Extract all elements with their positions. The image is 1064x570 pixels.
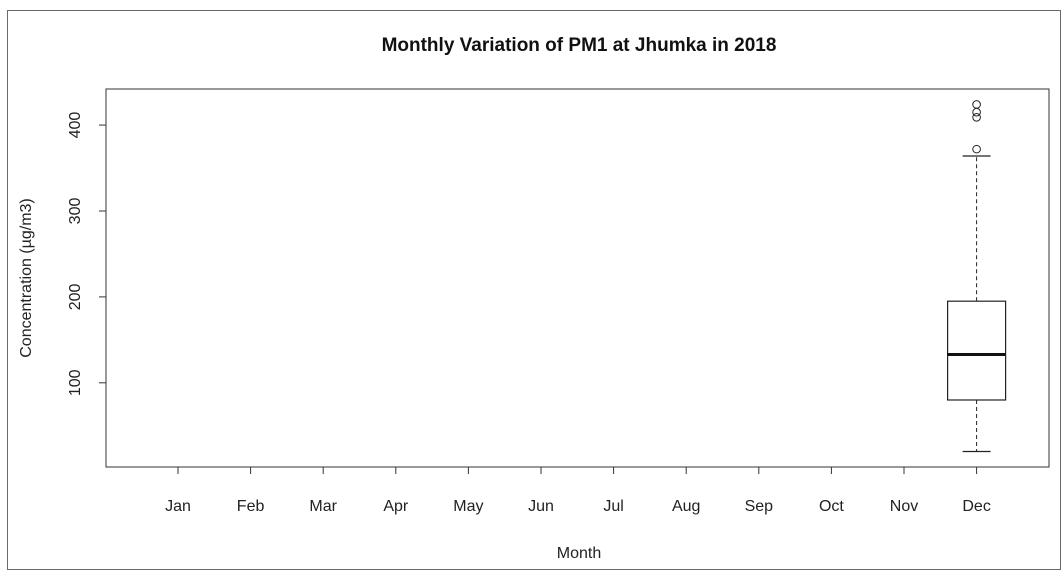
x-tick-label: Jan [165, 498, 191, 515]
y-tick-label: 200 [67, 283, 84, 310]
y-axis: 100 200 300 400 [67, 112, 106, 396]
y-tick-label: 300 [67, 198, 84, 225]
x-tick-label: Sep [745, 498, 774, 515]
outlier-point [972, 100, 981, 109]
x-tick-label: Mar [309, 498, 337, 515]
x-tick-label: Feb [237, 498, 265, 515]
box-dec [946, 100, 1007, 453]
x-tick-label: Nov [890, 498, 918, 515]
chart-title: Monthly Variation of PM1 at Jhumka in 20… [382, 35, 777, 56]
outlier-point [972, 107, 981, 117]
x-axis: Jan Feb Mar Apr May Jun Jul Aug Sep Oct Nov Dec [165, 467, 991, 515]
x-axis-label: Month [557, 545, 601, 562]
x-tick-label: Dec [962, 498, 990, 515]
figure-frame [7, 10, 1061, 570]
x-tick-label: Oct [819, 498, 844, 515]
x-tick-label: Aug [672, 498, 700, 515]
x-tick-label: Jul [603, 498, 623, 515]
outlier-point [972, 113, 981, 122]
x-tick-label: May [453, 498, 483, 515]
boxes [946, 100, 1007, 453]
x-tick-label: Apr [383, 498, 409, 515]
y-tick-label: 400 [67, 112, 84, 139]
x-tick-label: Jun [528, 498, 554, 515]
iqr-box [946, 300, 1007, 401]
plot-area [105, 88, 1050, 468]
outlier-point [972, 144, 981, 154]
y-tick-label: 100 [67, 369, 84, 396]
y-axis-label: Concentration (µg/m3) [18, 198, 35, 358]
